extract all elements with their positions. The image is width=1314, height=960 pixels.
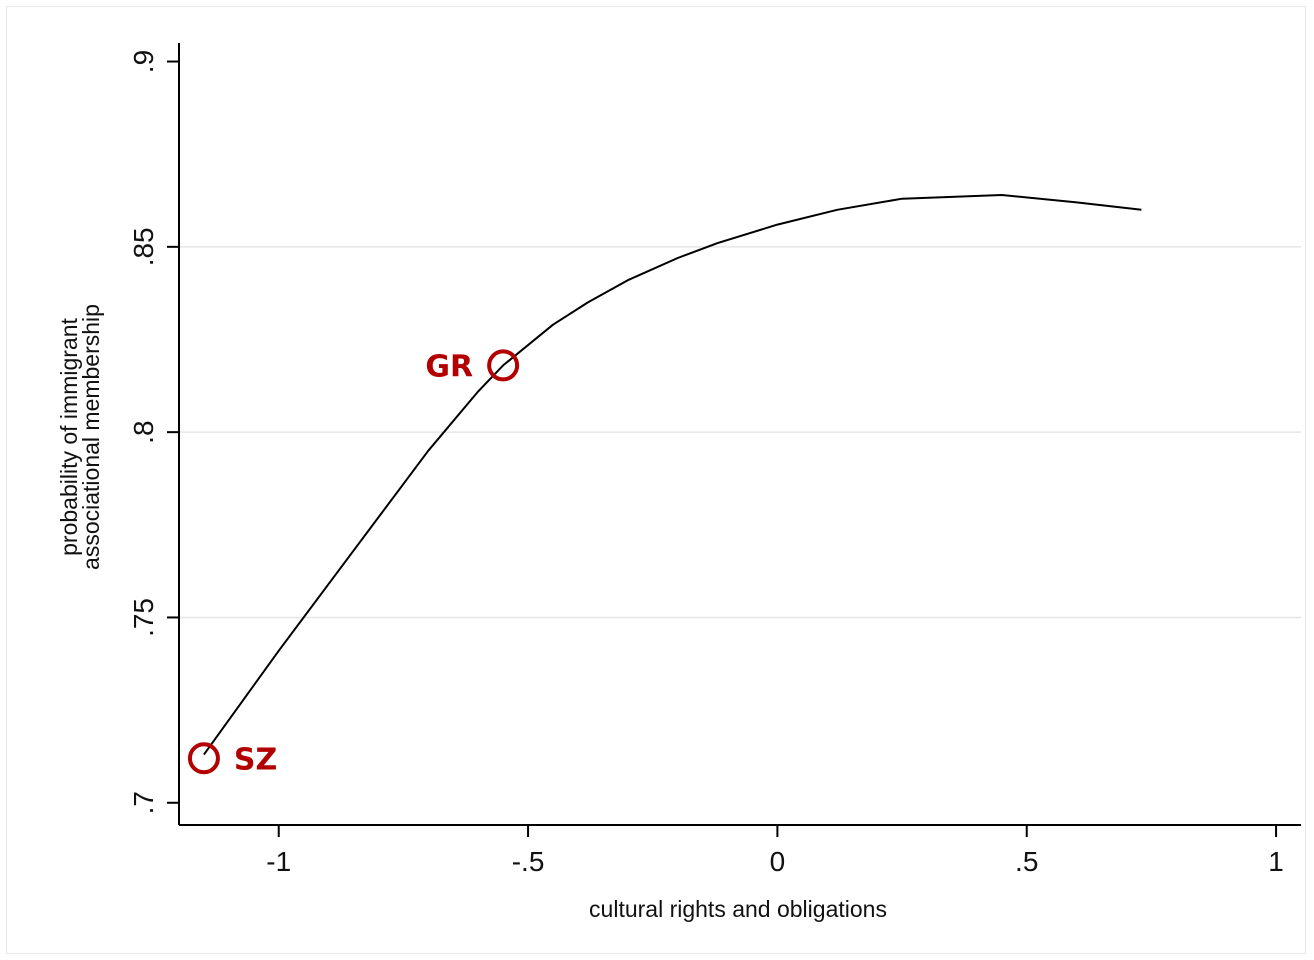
x-tick-label--1: -1 [266, 846, 291, 877]
y-tick-label-.9: .9 [128, 50, 159, 73]
y-axis-title-line-2: associational membership [78, 304, 104, 570]
x-tick-label-1: 1 [1268, 846, 1284, 877]
x-tick-label-0: 0 [770, 846, 786, 877]
annotation-label-gr: GR [425, 349, 473, 384]
x-tick-label-.5: .5 [1015, 846, 1038, 877]
annotations: SZ GR [187, 349, 520, 777]
annotation-label-sz: SZ [234, 742, 277, 777]
series-line-0 [203, 194, 1142, 756]
y-tick-label-.75: .75 [128, 598, 159, 637]
y-axis-title-line-1: probability of immigrant [56, 318, 82, 556]
line-chart: .7 .75 .8 .85 .9 -1 -.5 0 .5 1 SZ GR cultural righ… [56, 43, 1301, 922]
plot-area [203, 194, 1142, 756]
chart-frame: .7 .75 .8 .85 .9 -1 -.5 0 .5 1 SZ GR cultural righ… [6, 6, 1306, 954]
annotation-marker-gr [487, 349, 520, 382]
axes [178, 43, 1301, 826]
x-axis-title: cultural rights and obligations [589, 896, 887, 922]
axis-ticks: .7 .75 .8 .85 .9 -1 -.5 0 .5 1 [128, 50, 1284, 877]
y-tick-label-.85: .85 [128, 227, 159, 266]
annotation-marker-sz [187, 742, 220, 775]
y-tick-label-.7: .7 [128, 791, 159, 814]
grid-lines [179, 246, 1301, 619]
y-tick-label-.8: .8 [128, 420, 159, 443]
x-tick-label--.5: -.5 [512, 846, 545, 877]
